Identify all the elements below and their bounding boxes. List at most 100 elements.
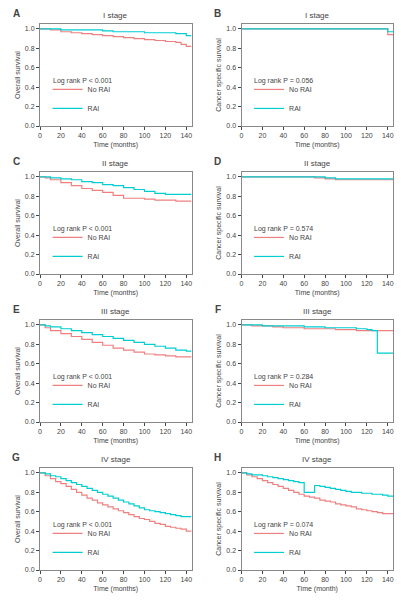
- svg-text:100: 100: [340, 576, 352, 583]
- svg-text:0.4: 0.4: [25, 232, 35, 239]
- svg-text:Cancer specific survival: Cancer specific survival: [215, 334, 223, 408]
- svg-text:20: 20: [57, 428, 65, 435]
- svg-text:Time (months): Time (months): [93, 437, 138, 445]
- svg-text:0.0: 0.0: [25, 418, 35, 425]
- svg-text:80: 80: [321, 132, 329, 139]
- svg-text:40: 40: [279, 132, 287, 139]
- svg-text:80: 80: [120, 132, 128, 139]
- svg-text:60: 60: [300, 428, 308, 435]
- svg-text:0.2: 0.2: [226, 103, 236, 110]
- svg-text:0.0: 0.0: [226, 418, 236, 425]
- svg-text:120: 120: [160, 428, 172, 435]
- svg-text:100: 100: [139, 428, 151, 435]
- svg-text:Time (month): Time (month): [297, 585, 338, 593]
- svg-text:Time (months): Time (months): [295, 141, 340, 149]
- svg-text:Overall survival: Overall survival: [14, 495, 21, 543]
- svg-text:0.6: 0.6: [226, 360, 236, 367]
- svg-text:Cancer specific survival: Cancer specific survival: [215, 482, 223, 556]
- svg-text:RAI: RAI: [289, 549, 301, 556]
- svg-text:RAI: RAI: [88, 549, 100, 556]
- svg-text:II stage: II stage: [304, 159, 331, 168]
- svg-text:80: 80: [321, 428, 329, 435]
- svg-text:0.0: 0.0: [226, 122, 236, 129]
- svg-text:IV stage: IV stage: [302, 455, 332, 464]
- svg-text:No RAI: No RAI: [289, 234, 312, 241]
- svg-text:100: 100: [139, 280, 151, 287]
- svg-text:140: 140: [382, 280, 394, 287]
- svg-text:0: 0: [240, 280, 244, 287]
- svg-text:Log rank P < 0.001: Log rank P < 0.001: [53, 373, 112, 381]
- svg-text:40: 40: [78, 576, 86, 583]
- svg-text:Log rank P < 0.001: Log rank P < 0.001: [53, 77, 112, 85]
- svg-text:100: 100: [340, 132, 352, 139]
- svg-text:0.2: 0.2: [25, 399, 35, 406]
- svg-text:0.8: 0.8: [226, 45, 236, 52]
- svg-text:0.4: 0.4: [25, 380, 35, 387]
- svg-text:RAI: RAI: [88, 401, 100, 408]
- svg-text:Overall survival: Overall survival: [14, 347, 21, 395]
- svg-text:20: 20: [57, 576, 65, 583]
- svg-text:I stage: I stage: [103, 11, 128, 20]
- svg-text:140: 140: [180, 428, 192, 435]
- svg-text:Time (months): Time (months): [295, 437, 340, 445]
- svg-text:0.2: 0.2: [25, 547, 35, 554]
- svg-text:No RAI: No RAI: [289, 530, 312, 537]
- svg-text:80: 80: [321, 576, 329, 583]
- svg-text:0.0: 0.0: [226, 566, 236, 573]
- svg-text:0: 0: [240, 428, 244, 435]
- svg-text:1.0: 1.0: [25, 173, 35, 180]
- svg-text:20: 20: [259, 280, 267, 287]
- svg-text:80: 80: [120, 428, 128, 435]
- svg-text:0.6: 0.6: [226, 212, 236, 219]
- svg-text:RAI: RAI: [88, 105, 100, 112]
- svg-text:0.4: 0.4: [25, 528, 35, 535]
- svg-text:0.6: 0.6: [226, 508, 236, 515]
- svg-text:60: 60: [300, 132, 308, 139]
- svg-text:0.2: 0.2: [226, 251, 236, 258]
- svg-text:G: G: [12, 452, 20, 463]
- svg-text:IV stage: IV stage: [101, 455, 131, 464]
- svg-text:Log rank P < 0.001: Log rank P < 0.001: [53, 225, 112, 233]
- svg-text:Overall survival: Overall survival: [14, 199, 21, 247]
- svg-text:40: 40: [279, 428, 287, 435]
- svg-text:1.0: 1.0: [25, 321, 35, 328]
- svg-text:0.0: 0.0: [226, 270, 236, 277]
- svg-text:1.0: 1.0: [226, 321, 236, 328]
- svg-text:20: 20: [259, 428, 267, 435]
- svg-text:0: 0: [38, 428, 42, 435]
- svg-text:20: 20: [57, 280, 65, 287]
- svg-text:0: 0: [38, 132, 42, 139]
- svg-text:0.4: 0.4: [226, 84, 236, 91]
- svg-text:0.6: 0.6: [25, 64, 35, 71]
- svg-text:1.0: 1.0: [25, 469, 35, 476]
- svg-text:140: 140: [382, 428, 394, 435]
- svg-text:0.2: 0.2: [226, 547, 236, 554]
- svg-text:Log rank P < 0.001: Log rank P < 0.001: [53, 521, 112, 529]
- svg-text:0.2: 0.2: [226, 399, 236, 406]
- svg-text:III stage: III stage: [101, 307, 130, 316]
- svg-text:0.8: 0.8: [25, 341, 35, 348]
- svg-text:Time (months): Time (months): [295, 289, 340, 297]
- svg-text:No RAI: No RAI: [289, 86, 312, 93]
- svg-text:0.4: 0.4: [226, 380, 236, 387]
- svg-text:140: 140: [382, 132, 394, 139]
- svg-text:0.6: 0.6: [25, 360, 35, 367]
- svg-text:1.0: 1.0: [226, 469, 236, 476]
- svg-text:140: 140: [382, 576, 394, 583]
- svg-text:60: 60: [99, 280, 107, 287]
- svg-text:No RAI: No RAI: [88, 530, 111, 537]
- svg-text:RAI: RAI: [88, 253, 100, 260]
- svg-text:Time (months): Time (months): [93, 585, 138, 593]
- svg-text:40: 40: [279, 280, 287, 287]
- svg-text:20: 20: [259, 132, 267, 139]
- svg-text:H: H: [214, 452, 221, 463]
- svg-text:D: D: [214, 156, 221, 167]
- svg-text:II stage: II stage: [102, 159, 129, 168]
- svg-text:120: 120: [361, 280, 373, 287]
- svg-text:80: 80: [120, 576, 128, 583]
- svg-text:0.2: 0.2: [25, 251, 35, 258]
- svg-text:0.4: 0.4: [226, 528, 236, 535]
- svg-text:20: 20: [57, 132, 65, 139]
- svg-text:60: 60: [99, 576, 107, 583]
- svg-text:60: 60: [99, 132, 107, 139]
